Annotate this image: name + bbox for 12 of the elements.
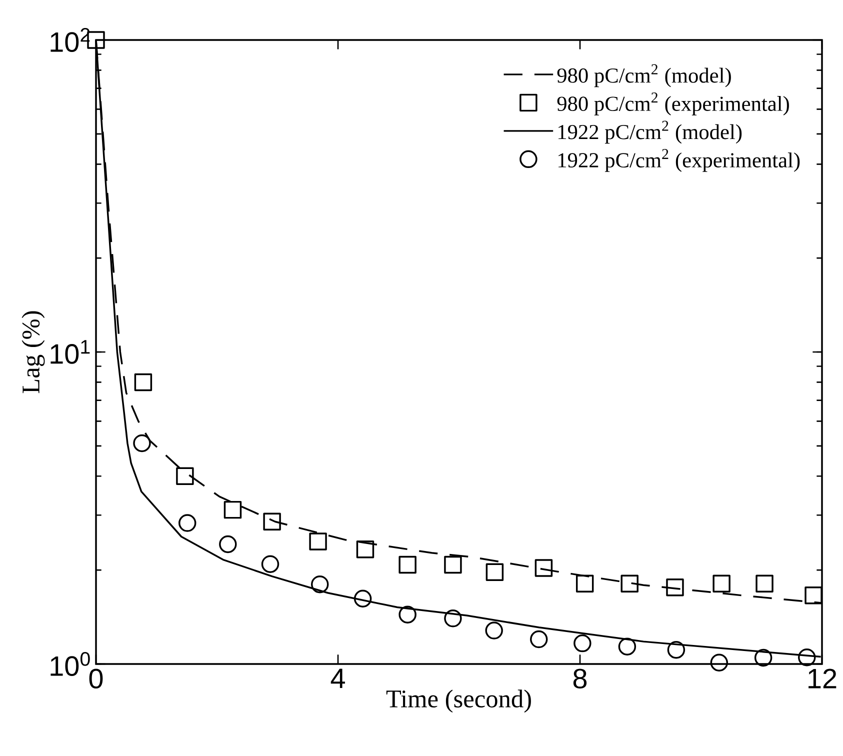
x-axis-title: Time (second) [386, 690, 531, 713]
legend-label: 980 pC/cm$^{2}$ (experimental) [557, 92, 789, 116]
x-tick-label: 4 [330, 668, 345, 688]
legend-label: 1922 pC/cm$^{2}$ (experimental) [558, 149, 800, 172]
y-tick-label: 10$^{1}$ [50, 340, 90, 364]
legend-label: 980 pC/cm$^{2}$ (model) [557, 64, 731, 88]
x-tick-label: 12 [808, 668, 836, 688]
x-tick-label: 8 [573, 668, 587, 689]
y-tick-label: 10$^{0}$ [50, 652, 90, 676]
x-tick-label: 0 [89, 668, 103, 689]
legend-label: 1922 pC/cm$^{2}$ (model) [558, 120, 742, 144]
y-axis-title: Lag (%) [22, 311, 45, 394]
